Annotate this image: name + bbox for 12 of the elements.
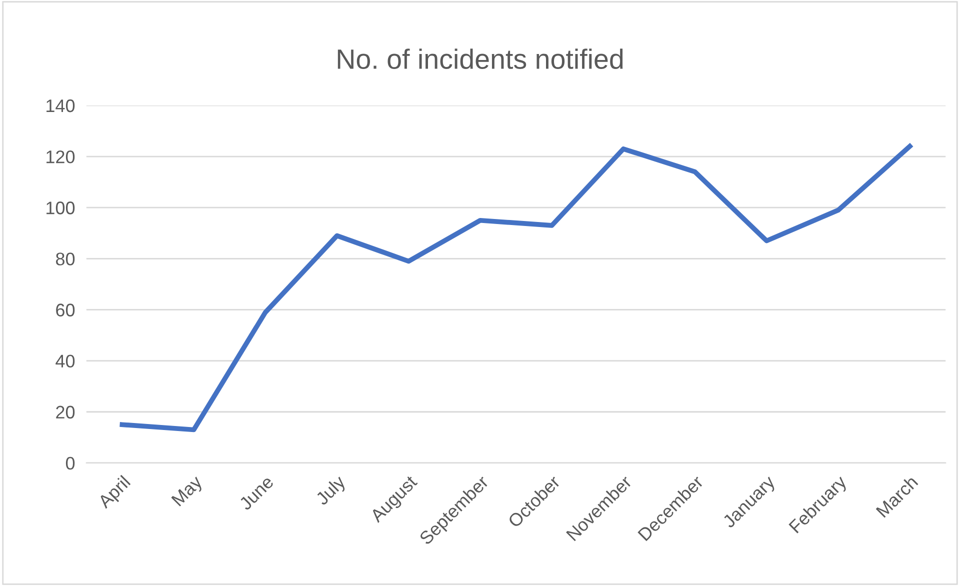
y-tick-label: 60 <box>56 304 75 316</box>
y-tick-label: 80 <box>56 252 75 266</box>
x-tick-label: July <box>314 474 349 508</box>
y-tick-label: 0 <box>66 456 75 470</box>
y-tick-label: 100 <box>46 202 75 214</box>
y-tick-label: 120 <box>46 150 75 164</box>
chart-title: No. of incidents notified <box>338 48 623 69</box>
y-tick-label: 140 <box>46 99 75 112</box>
y-tick-label: 40 <box>56 354 75 368</box>
line-series <box>120 144 912 432</box>
y-tick-label: 20 <box>56 406 75 419</box>
x-tick-label: May <box>171 474 206 510</box>
